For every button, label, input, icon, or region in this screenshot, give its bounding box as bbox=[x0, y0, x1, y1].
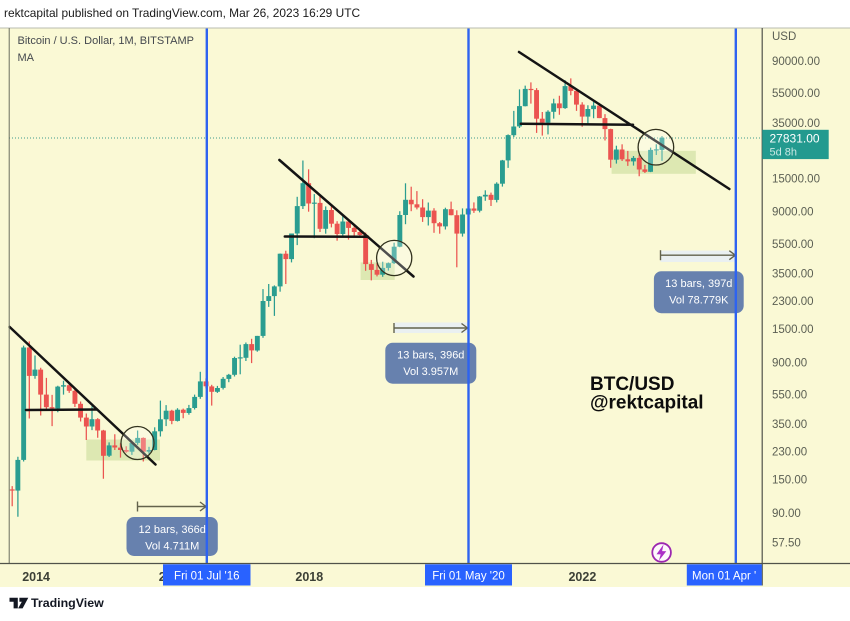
svg-text:90.00: 90.00 bbox=[772, 508, 801, 520]
svg-text:BTC/USD: BTC/USD bbox=[590, 374, 674, 395]
svg-text:3500.00: 3500.00 bbox=[772, 269, 814, 281]
svg-text:rektcapital published on Tradi: rektcapital published on TradingView.com… bbox=[4, 6, 360, 20]
svg-text:350.00: 350.00 bbox=[772, 419, 807, 431]
svg-text:15000.00: 15000.00 bbox=[772, 173, 820, 185]
svg-text:27831.00: 27831.00 bbox=[770, 132, 820, 146]
svg-text:2014: 2014 bbox=[22, 570, 50, 584]
svg-text:57.50: 57.50 bbox=[772, 537, 801, 549]
svg-text:90000.00: 90000.00 bbox=[772, 56, 820, 68]
svg-text:Vol 4.711M: Vol 4.711M bbox=[145, 541, 199, 553]
svg-text:2300.00: 2300.00 bbox=[772, 296, 814, 308]
svg-text:Fri 01 May '20: Fri 01 May '20 bbox=[432, 571, 505, 583]
svg-text:@rektcapital: @rektcapital bbox=[590, 393, 704, 414]
svg-text:2018: 2018 bbox=[295, 570, 323, 584]
svg-text:13 bars, 397d: 13 bars, 397d bbox=[665, 278, 732, 290]
svg-text:9000.00: 9000.00 bbox=[772, 207, 814, 219]
svg-text:5500.00: 5500.00 bbox=[772, 239, 814, 251]
svg-text:2022: 2022 bbox=[568, 570, 596, 584]
svg-text:55000.00: 55000.00 bbox=[772, 88, 820, 100]
svg-text:MA: MA bbox=[18, 52, 35, 64]
svg-text:TradingView: TradingView bbox=[31, 596, 104, 610]
svg-text:230.00: 230.00 bbox=[772, 447, 807, 459]
svg-text:Vol 3.957M: Vol 3.957M bbox=[403, 366, 458, 378]
svg-text:USD: USD bbox=[772, 31, 796, 43]
svg-text:Bitcoin / U.S. Dollar, 1M, BIT: Bitcoin / U.S. Dollar, 1M, BITSTAMP bbox=[18, 35, 194, 47]
svg-text:900.00: 900.00 bbox=[772, 357, 807, 369]
svg-text:550.00: 550.00 bbox=[772, 390, 807, 402]
svg-text:5d 8h: 5d 8h bbox=[770, 147, 798, 159]
svg-text:Fri 01 Jul '16: Fri 01 Jul '16 bbox=[174, 571, 239, 583]
svg-text:Vol 78.779K: Vol 78.779K bbox=[669, 295, 729, 307]
svg-text:13 bars, 396d: 13 bars, 396d bbox=[397, 350, 464, 362]
svg-text:150.00: 150.00 bbox=[772, 475, 807, 487]
svg-text:35000.00: 35000.00 bbox=[772, 118, 820, 130]
svg-text:1500.00: 1500.00 bbox=[772, 324, 814, 336]
svg-text:12 bars, 366d: 12 bars, 366d bbox=[139, 524, 206, 536]
svg-text:Mon 01 Apr ': Mon 01 Apr ' bbox=[692, 571, 756, 583]
